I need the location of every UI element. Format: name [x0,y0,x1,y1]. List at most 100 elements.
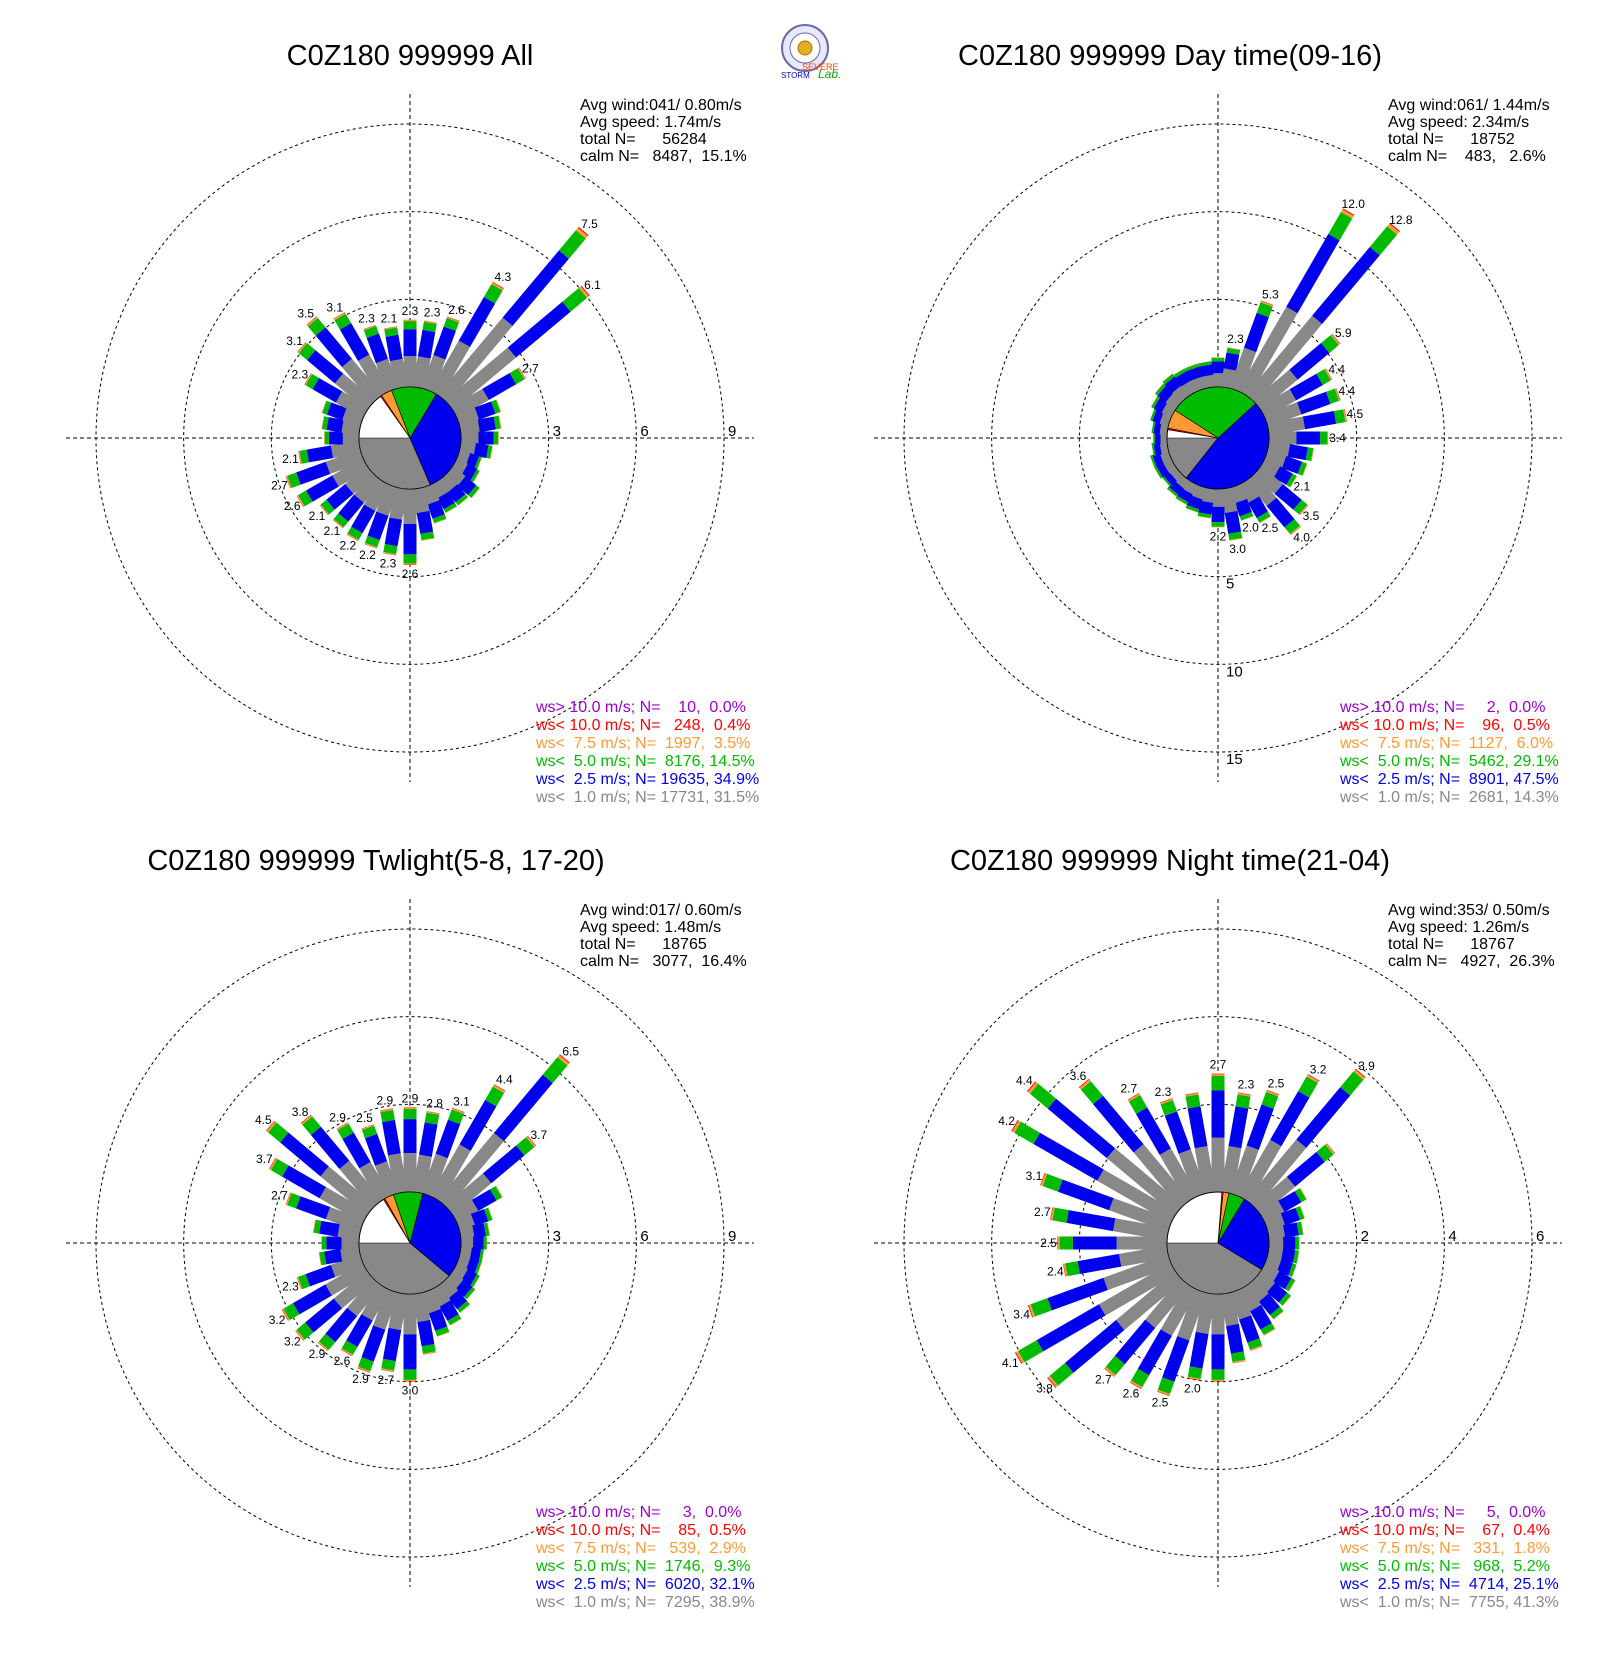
bar-value-label: 2.9 [329,1111,346,1125]
bar-segment [1073,1237,1117,1250]
wind-bar-180 [1212,1294,1225,1382]
bar-segment [473,1237,484,1250]
bar-value-label: 7.5 [581,217,598,231]
bar-value-label: 2.3 [424,306,441,320]
bar-value-label: 2.1 [324,524,341,538]
bar-value-label: 2.2 [359,548,376,562]
bar-segment [418,330,435,359]
bar-segment [498,432,499,445]
bar-segment [1212,527,1225,528]
bar-value-label: 2.1 [1294,479,1311,493]
bar-value-label: 2.3 [358,311,375,325]
wind-bar-270 [1057,1237,1167,1250]
bar-segment [1229,1106,1249,1148]
bar-value-label: 5.3 [1262,287,1279,301]
bar-segment [484,1237,487,1250]
legend-entry: ws< 5.0 m/s; N= 5462, 29.1% [1339,753,1559,770]
bar-segment [404,329,417,356]
bar-value-label: 6.5 [562,1045,579,1059]
bar-value-label: 2.6 [284,499,301,513]
bar-segment [1212,1076,1225,1090]
bar-segment [404,563,417,564]
bar-value-label: 2.5 [1040,1236,1057,1250]
ring-tick-label: 6 [640,1228,648,1245]
bar-segment [1078,1254,1122,1274]
legend-entry: ws> 10.0 m/s; N= 5, 0.0% [1339,1504,1545,1521]
legend-entry: ws< 2.5 m/s; N= 19635, 34.9% [535,771,759,788]
bar-value-label: 3.9 [1358,1059,1375,1073]
legend-entry: ws< 1.0 m/s; N= 17731, 31.5% [535,789,759,806]
bar-value-label: 3.2 [269,1313,286,1327]
bar-value-label: 3.7 [530,1128,547,1142]
bar-segment [417,511,433,534]
bar-value-label: 2.7 [378,1373,395,1387]
bar-segment [386,335,403,361]
legend-entry: ws< 7.5 m/s; N= 331, 1.8% [1339,1540,1550,1557]
wind-bar-0 [1212,1074,1225,1192]
bar-value-label: 4.4 [496,1073,513,1087]
bar-value-label: 2.3 [402,304,419,318]
bar-value-label: 2.7 [271,479,288,493]
bar-segment [1295,1237,1299,1250]
bar-segment [404,1369,417,1380]
bar-value-label: 2.9 [309,1347,326,1361]
bar-segment [419,1122,437,1156]
bar-value-label: 2.5 [1152,1395,1169,1409]
bar-value-label: 2.7 [1210,1058,1227,1072]
bar-value-label: 3.1 [326,301,343,315]
bar-value-label: 3.5 [1303,509,1320,523]
ring-tick-label: 4 [1448,1228,1456,1245]
bar-segment [1212,507,1225,522]
bar-value-label: 4.4 [1339,384,1356,398]
bar-segment [321,1237,322,1250]
bar-value-label: 4.4 [1016,1073,1033,1087]
ring-tick-label: 9 [728,423,736,440]
calm-pie [359,1192,461,1294]
ring-tick-label: 10 [1226,663,1243,680]
legend-entry: ws< 1.0 m/s; N= 7295, 38.9% [535,1594,755,1611]
bar-value-label: 2.9 [352,1372,369,1386]
stats-line: Avg wind:041/ 0.80m/s [580,97,742,114]
legend-entry: ws> 10.0 m/s; N= 10, 0.0% [535,699,746,716]
bar-segment [1212,522,1225,527]
legend-entry: ws< 1.0 m/s; N= 2681, 14.3% [1339,789,1559,806]
bar-value-label: 12.0 [1342,197,1366,211]
bar-segment [404,524,417,554]
bar-value-label: 2.5 [1262,521,1279,535]
chart-title: C0Z180 999999 Twlight(5-8, 17-20) [147,845,604,877]
bar-value-label: 2.7 [1095,1373,1112,1387]
bar-segment [1212,361,1225,373]
ring-tick-label: 3 [553,1228,561,1245]
bar-value-label: 2.1 [282,452,299,466]
logo-text-lab: Lab. [818,67,841,81]
bar-segment [1058,1237,1060,1250]
bar-segment [1226,1324,1244,1354]
wind-bar-0 [404,1107,417,1192]
bar-segment [1065,1261,1080,1276]
stats-line: total N= 18765 [580,936,707,953]
bar-segment [404,1109,417,1119]
legend-entry: ws< 10.0 m/s; N= 96, 0.5% [1339,717,1550,734]
bar-segment [1327,432,1328,445]
legend-entry: ws< 7.5 m/s; N= 1127, 6.0% [1339,735,1553,752]
stats-line: total N= 18767 [1388,936,1515,953]
bar-value-label: 2.6 [1123,1387,1140,1401]
ring-tick-label: 5 [1226,576,1234,593]
legend-entry: ws> 10.0 m/s; N= 3, 0.0% [535,1504,741,1521]
bar-value-label: 2.9 [402,1091,419,1105]
stats-line: Avg wind:061/ 1.44m/s [1388,97,1550,114]
bar-value-label: 2.7 [1120,1082,1137,1096]
bar-segment [324,432,325,445]
bar-segment [472,1223,486,1238]
calm-pie [1167,387,1269,489]
bar-segment [1212,1074,1225,1076]
bar-value-label: 6.1 [584,278,601,292]
bar-value-label: 3.4 [1013,1307,1030,1321]
bar-value-label: 4.1 [1002,1356,1019,1370]
bar-segment [1212,1090,1225,1137]
bar-value-label: 2.1 [309,509,326,523]
chart-title: C0Z180 999999 Day time(09-16) [958,40,1382,72]
bar-segment [1225,511,1241,534]
